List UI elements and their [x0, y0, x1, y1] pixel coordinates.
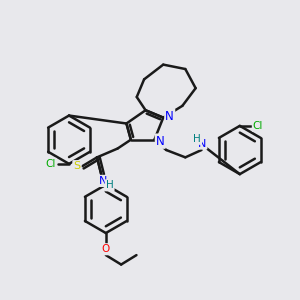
Text: O: O [102, 244, 110, 254]
Text: N: N [165, 110, 174, 123]
Text: N: N [156, 135, 165, 148]
Text: Cl: Cl [253, 121, 263, 131]
Text: Cl: Cl [46, 159, 56, 169]
Text: H: H [193, 134, 201, 144]
Text: H: H [106, 180, 113, 190]
Text: S: S [74, 161, 80, 171]
Text: N: N [99, 176, 107, 186]
Text: N: N [198, 139, 206, 148]
